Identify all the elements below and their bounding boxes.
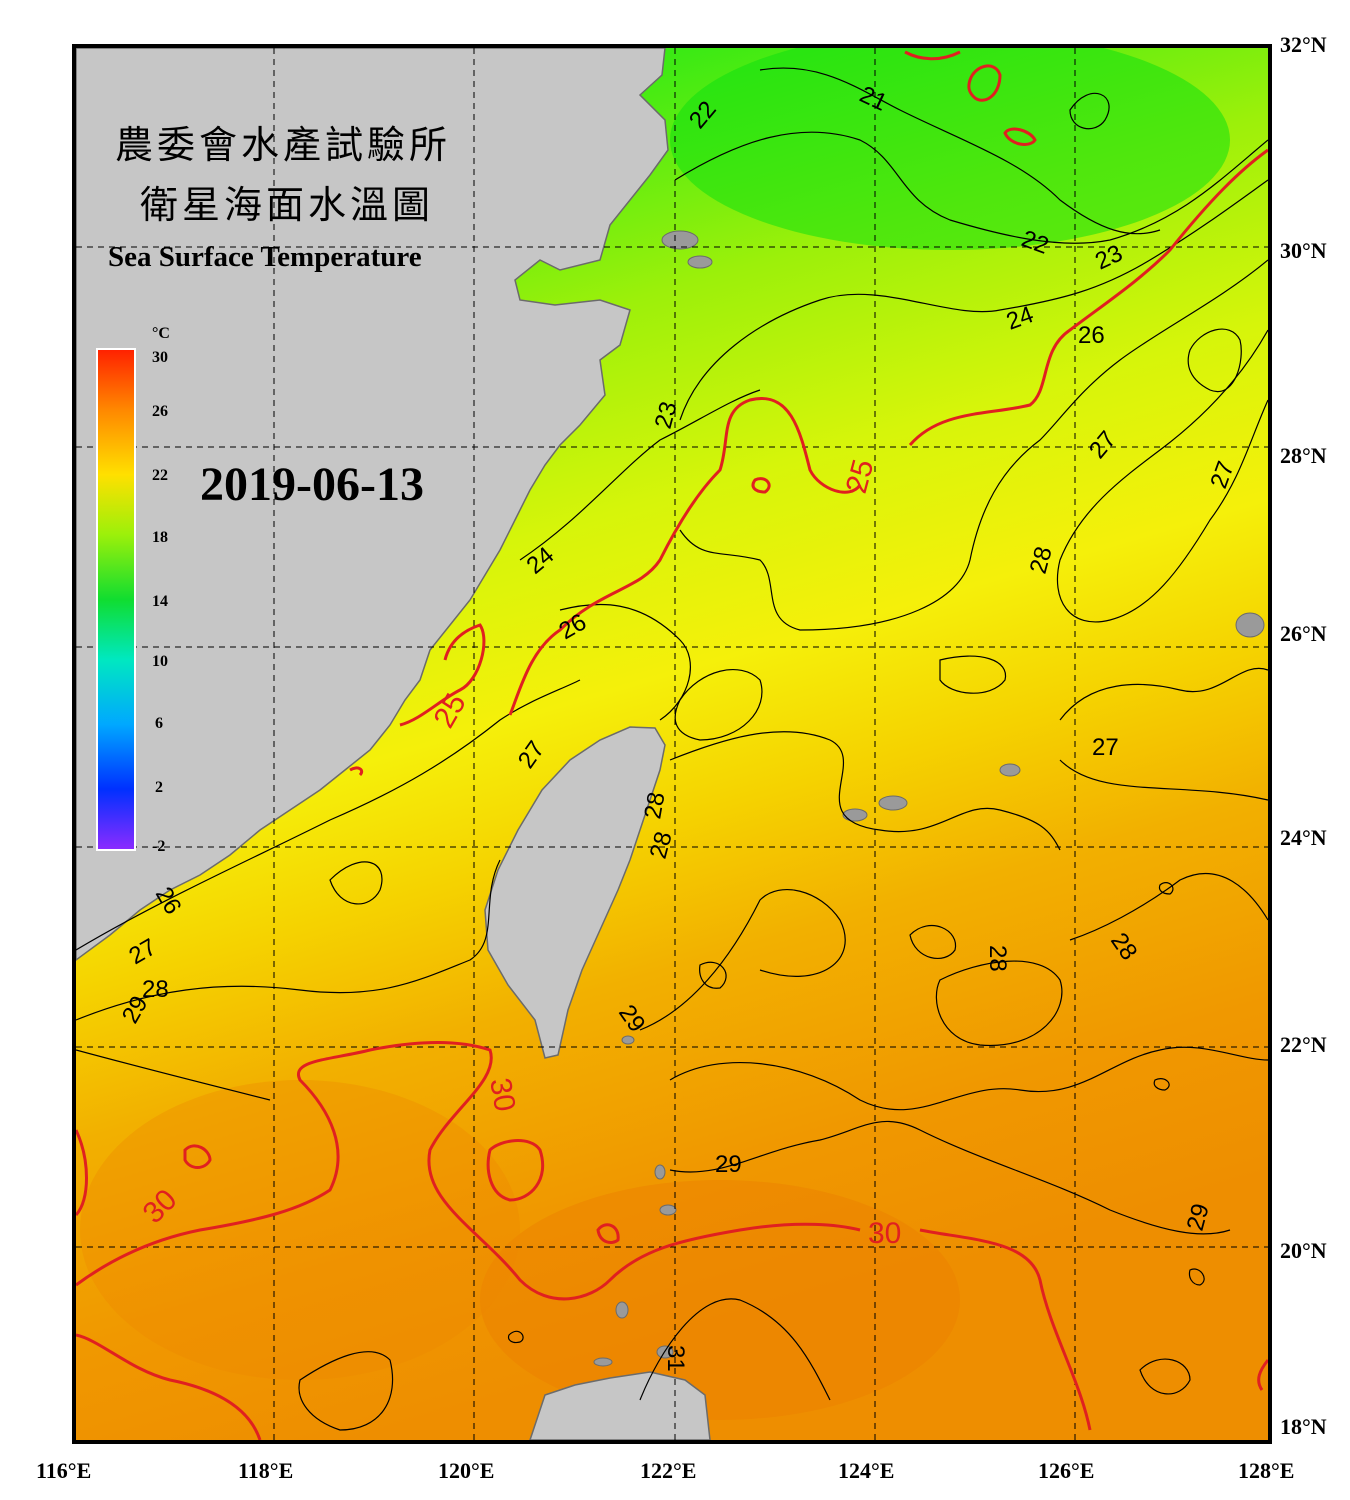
colorbar-tick: 18 xyxy=(152,529,168,546)
contour-label-28: 28 xyxy=(639,790,670,821)
lat-label: 20°N xyxy=(1280,1238,1327,1263)
lat-label: 32°N xyxy=(1280,32,1327,57)
mainland-china xyxy=(76,48,669,961)
colorbar-tick: -2 xyxy=(152,838,165,855)
colorbar-tick: 10 xyxy=(152,653,168,670)
lat-label: 22°N xyxy=(1280,1032,1327,1057)
lat-label: 18°N xyxy=(1280,1414,1327,1439)
contour-label-28: 28 xyxy=(142,976,169,1003)
title-block: 農委會水產試驗所 衛星海面水溫圖 Sea Surface Temperature xyxy=(108,123,451,273)
lon-label: 126°E xyxy=(1038,1458,1094,1483)
colorbar-unit: °C xyxy=(152,325,170,342)
red-isotherms xyxy=(76,50,1268,1440)
hainan-island xyxy=(529,1371,711,1440)
lon-label: 122°E xyxy=(640,1458,696,1483)
lon-label: 124°E xyxy=(838,1458,894,1483)
lon-label: 116°E xyxy=(36,1458,91,1483)
contour-label-29: 29 xyxy=(715,1151,742,1178)
colorbar-tick: 26 xyxy=(152,403,168,420)
lon-label: 118°E xyxy=(238,1458,293,1483)
lat-label: 28°N xyxy=(1280,443,1327,468)
lon-label: 128°E xyxy=(1238,1458,1294,1483)
colorbar: °C 30 26 22 18 14 10 6 2 -2 xyxy=(96,325,170,855)
colorbar-tick: 22 xyxy=(152,467,168,484)
lon-label: 120°E xyxy=(438,1458,494,1483)
colorbar-tick: 2 xyxy=(155,779,163,796)
contour-label-30: 30 xyxy=(483,1075,521,1114)
title-zh-line2: 衛星海面水溫圖 xyxy=(140,183,434,227)
contour-label-26: 26 xyxy=(1078,322,1105,349)
contour-label-31: 31 xyxy=(662,1345,689,1372)
colorbar-tick: 6 xyxy=(155,715,163,732)
black-isotherms xyxy=(76,67,1268,1431)
taiwan-island xyxy=(484,726,666,1059)
longitude-labels: 116°E 118°E 120°E 122°E 124°E 126°E 128°… xyxy=(36,1458,1294,1483)
date-label: 2019-06-13 xyxy=(200,458,424,511)
contour-label-30: 30 xyxy=(868,1217,901,1250)
lat-label: 30°N xyxy=(1280,238,1327,263)
title-en: Sea Surface Temperature xyxy=(108,241,422,273)
colorbar-tick: 14 xyxy=(152,593,168,610)
colorbar-scale xyxy=(98,350,134,849)
colorbar-tick: 30 xyxy=(152,349,168,366)
latitude-labels: 32°N 30°N 28°N 26°N 24°N 22°N 20°N 18°N xyxy=(1280,32,1327,1439)
contour-label-28: 28 xyxy=(984,945,1011,972)
graticule xyxy=(76,48,1268,1440)
cool-water-patch xyxy=(670,48,1230,250)
lat-label: 24°N xyxy=(1280,825,1327,850)
warm-water-patch-west xyxy=(80,1080,520,1380)
lat-label: 26°N xyxy=(1280,621,1327,646)
small-islands xyxy=(593,230,1265,1367)
contour-label-27: 27 xyxy=(1092,734,1119,761)
title-zh-line1: 農委會水產試驗所 xyxy=(115,123,451,167)
